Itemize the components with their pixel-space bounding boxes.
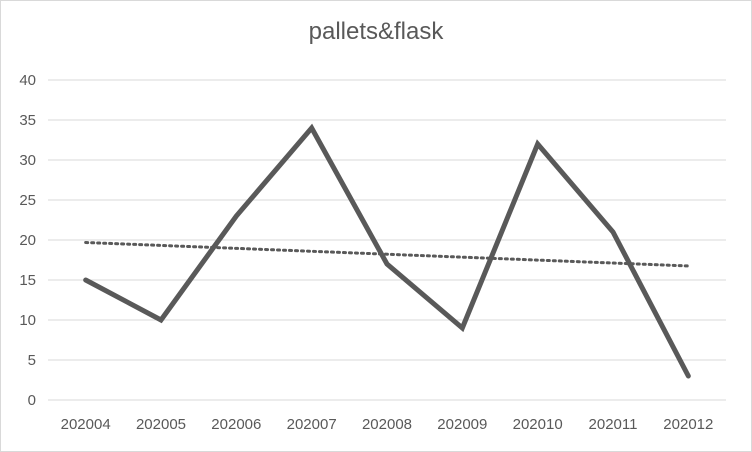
y-tick-label: 30 (19, 152, 36, 169)
x-tick-label: 202011 (589, 416, 638, 433)
trendline-layer (84, 240, 690, 268)
y-tick-label: 35 (19, 112, 36, 129)
x-axis-ticks: 202004 202005 202006 202007 202008 202009 2020… (61, 416, 714, 433)
y-tick-label: 10 (19, 312, 36, 329)
x-tick-label: 202007 (287, 416, 337, 433)
chart-title: pallets&flask (308, 18, 444, 45)
x-tick-label: 202012 (663, 416, 713, 433)
gridlines (48, 79, 726, 401)
x-tick-label: 202004 (61, 416, 111, 433)
y-tick-label: 5 (28, 352, 36, 369)
x-tick-label: 202009 (437, 416, 487, 433)
y-axis-ticks: 0 5 10 15 20 25 30 35 40 (19, 72, 36, 409)
x-tick-label: 202010 (513, 416, 563, 433)
x-tick-label: 202006 (211, 416, 261, 433)
series-line (83, 123, 691, 379)
y-tick-label: 40 (19, 72, 36, 89)
y-tick-label: 0 (28, 392, 36, 409)
series-layer (83, 123, 691, 379)
y-tick-label: 25 (19, 192, 36, 209)
x-tick-label: 202008 (362, 416, 412, 433)
x-tick-label: 202005 (136, 416, 186, 433)
y-tick-label: 15 (19, 272, 36, 289)
trendline (84, 240, 690, 268)
y-tick-label: 20 (19, 232, 36, 249)
